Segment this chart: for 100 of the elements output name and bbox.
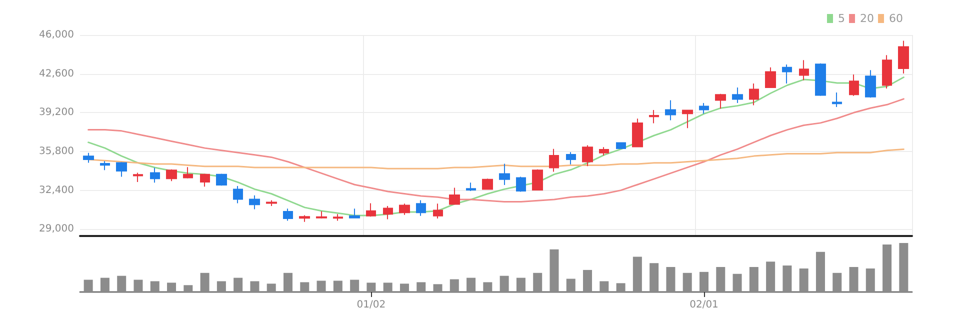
candlestick bbox=[333, 214, 343, 222]
candlestick bbox=[449, 187, 460, 206]
candlestick bbox=[616, 142, 626, 150]
bar bbox=[284, 272, 292, 292]
bar bbox=[632, 256, 642, 292]
bar bbox=[550, 249, 559, 292]
bar bbox=[134, 280, 143, 292]
candlestick bbox=[116, 162, 127, 178]
bar bbox=[433, 284, 442, 292]
candlestick bbox=[665, 100, 676, 121]
bar bbox=[832, 272, 842, 292]
bar bbox=[866, 268, 875, 292]
candlestick bbox=[682, 109, 693, 129]
candlestick bbox=[433, 203, 443, 220]
candlestick bbox=[283, 208, 293, 222]
bar bbox=[366, 282, 376, 292]
bar bbox=[266, 284, 276, 292]
candlestick bbox=[249, 194, 260, 210]
bar bbox=[849, 267, 858, 292]
candlestick bbox=[83, 152, 94, 164]
bar bbox=[333, 280, 342, 292]
candlestick bbox=[466, 182, 476, 192]
candlestick bbox=[200, 173, 210, 188]
candlestick bbox=[849, 74, 859, 96]
bar bbox=[899, 243, 908, 292]
bar bbox=[483, 282, 492, 292]
candlestick bbox=[699, 102, 709, 114]
candlestick bbox=[383, 205, 393, 220]
bar bbox=[216, 281, 226, 292]
candlestick bbox=[532, 168, 543, 190]
candlestick bbox=[715, 93, 726, 110]
bar bbox=[749, 267, 758, 292]
bar bbox=[583, 270, 592, 292]
y-tick-label: 32,400 bbox=[39, 184, 74, 196]
candlestick bbox=[233, 185, 243, 204]
candlestick bbox=[266, 200, 277, 206]
candlestick bbox=[582, 144, 593, 167]
bar bbox=[316, 280, 326, 292]
legend-label: 60 bbox=[889, 12, 904, 25]
candlestick bbox=[566, 152, 576, 165]
bar bbox=[566, 278, 576, 292]
y-tick-label: 42,600 bbox=[39, 68, 74, 80]
candlestick bbox=[133, 172, 143, 182]
bar bbox=[100, 278, 110, 292]
candlestick bbox=[799, 60, 809, 81]
candlestick bbox=[482, 178, 493, 190]
bar bbox=[450, 279, 459, 292]
bar bbox=[167, 282, 176, 292]
legend-label: 5 bbox=[838, 12, 846, 25]
candlestick bbox=[549, 148, 559, 172]
candlestick bbox=[499, 163, 510, 186]
x-tick-label: 02/01 bbox=[690, 300, 718, 310]
y-tick-label: 39,200 bbox=[39, 107, 74, 118]
candlestick bbox=[183, 166, 193, 179]
candlestick bbox=[599, 146, 609, 156]
candlestick bbox=[732, 87, 743, 104]
bar bbox=[616, 283, 626, 292]
candlestick bbox=[749, 83, 759, 106]
candlestick bbox=[150, 167, 160, 184]
bar bbox=[666, 267, 676, 292]
bar bbox=[766, 262, 776, 292]
candlestick bbox=[316, 210, 327, 220]
bar bbox=[716, 267, 726, 292]
bar bbox=[150, 281, 160, 292]
bar bbox=[400, 284, 409, 292]
bar bbox=[799, 268, 808, 292]
candlestick bbox=[632, 118, 643, 148]
candlestick bbox=[882, 54, 892, 90]
bar bbox=[383, 282, 392, 292]
candlestick bbox=[516, 176, 526, 192]
y-tick-label: 46,000 bbox=[39, 30, 74, 40]
candlestick bbox=[815, 62, 826, 96]
bar bbox=[234, 278, 243, 292]
candlestick bbox=[832, 92, 842, 108]
candlestick bbox=[782, 64, 792, 84]
candlestick bbox=[898, 40, 909, 74]
bar bbox=[300, 282, 310, 292]
x-tick-label: 01/02 bbox=[356, 300, 386, 310]
bar bbox=[882, 244, 892, 292]
legend-label: 20 bbox=[860, 12, 874, 25]
bar bbox=[600, 281, 609, 292]
line-series bbox=[88, 148, 904, 170]
bar bbox=[350, 280, 360, 292]
bar bbox=[250, 281, 260, 292]
bar bbox=[84, 280, 93, 292]
candlestick bbox=[366, 202, 376, 218]
bar bbox=[816, 252, 825, 292]
y-tick-label: 29,000 bbox=[39, 224, 74, 235]
candlestick bbox=[399, 203, 410, 216]
candlestick bbox=[416, 200, 426, 216]
bar bbox=[650, 263, 659, 292]
bar bbox=[416, 282, 426, 292]
bar bbox=[184, 285, 193, 292]
bar bbox=[533, 272, 542, 292]
candlestick bbox=[765, 66, 776, 88]
bar bbox=[500, 276, 509, 292]
candlestick bbox=[299, 214, 310, 222]
candlestick bbox=[865, 70, 876, 98]
candlestick bbox=[349, 208, 360, 219]
bar bbox=[200, 272, 210, 292]
